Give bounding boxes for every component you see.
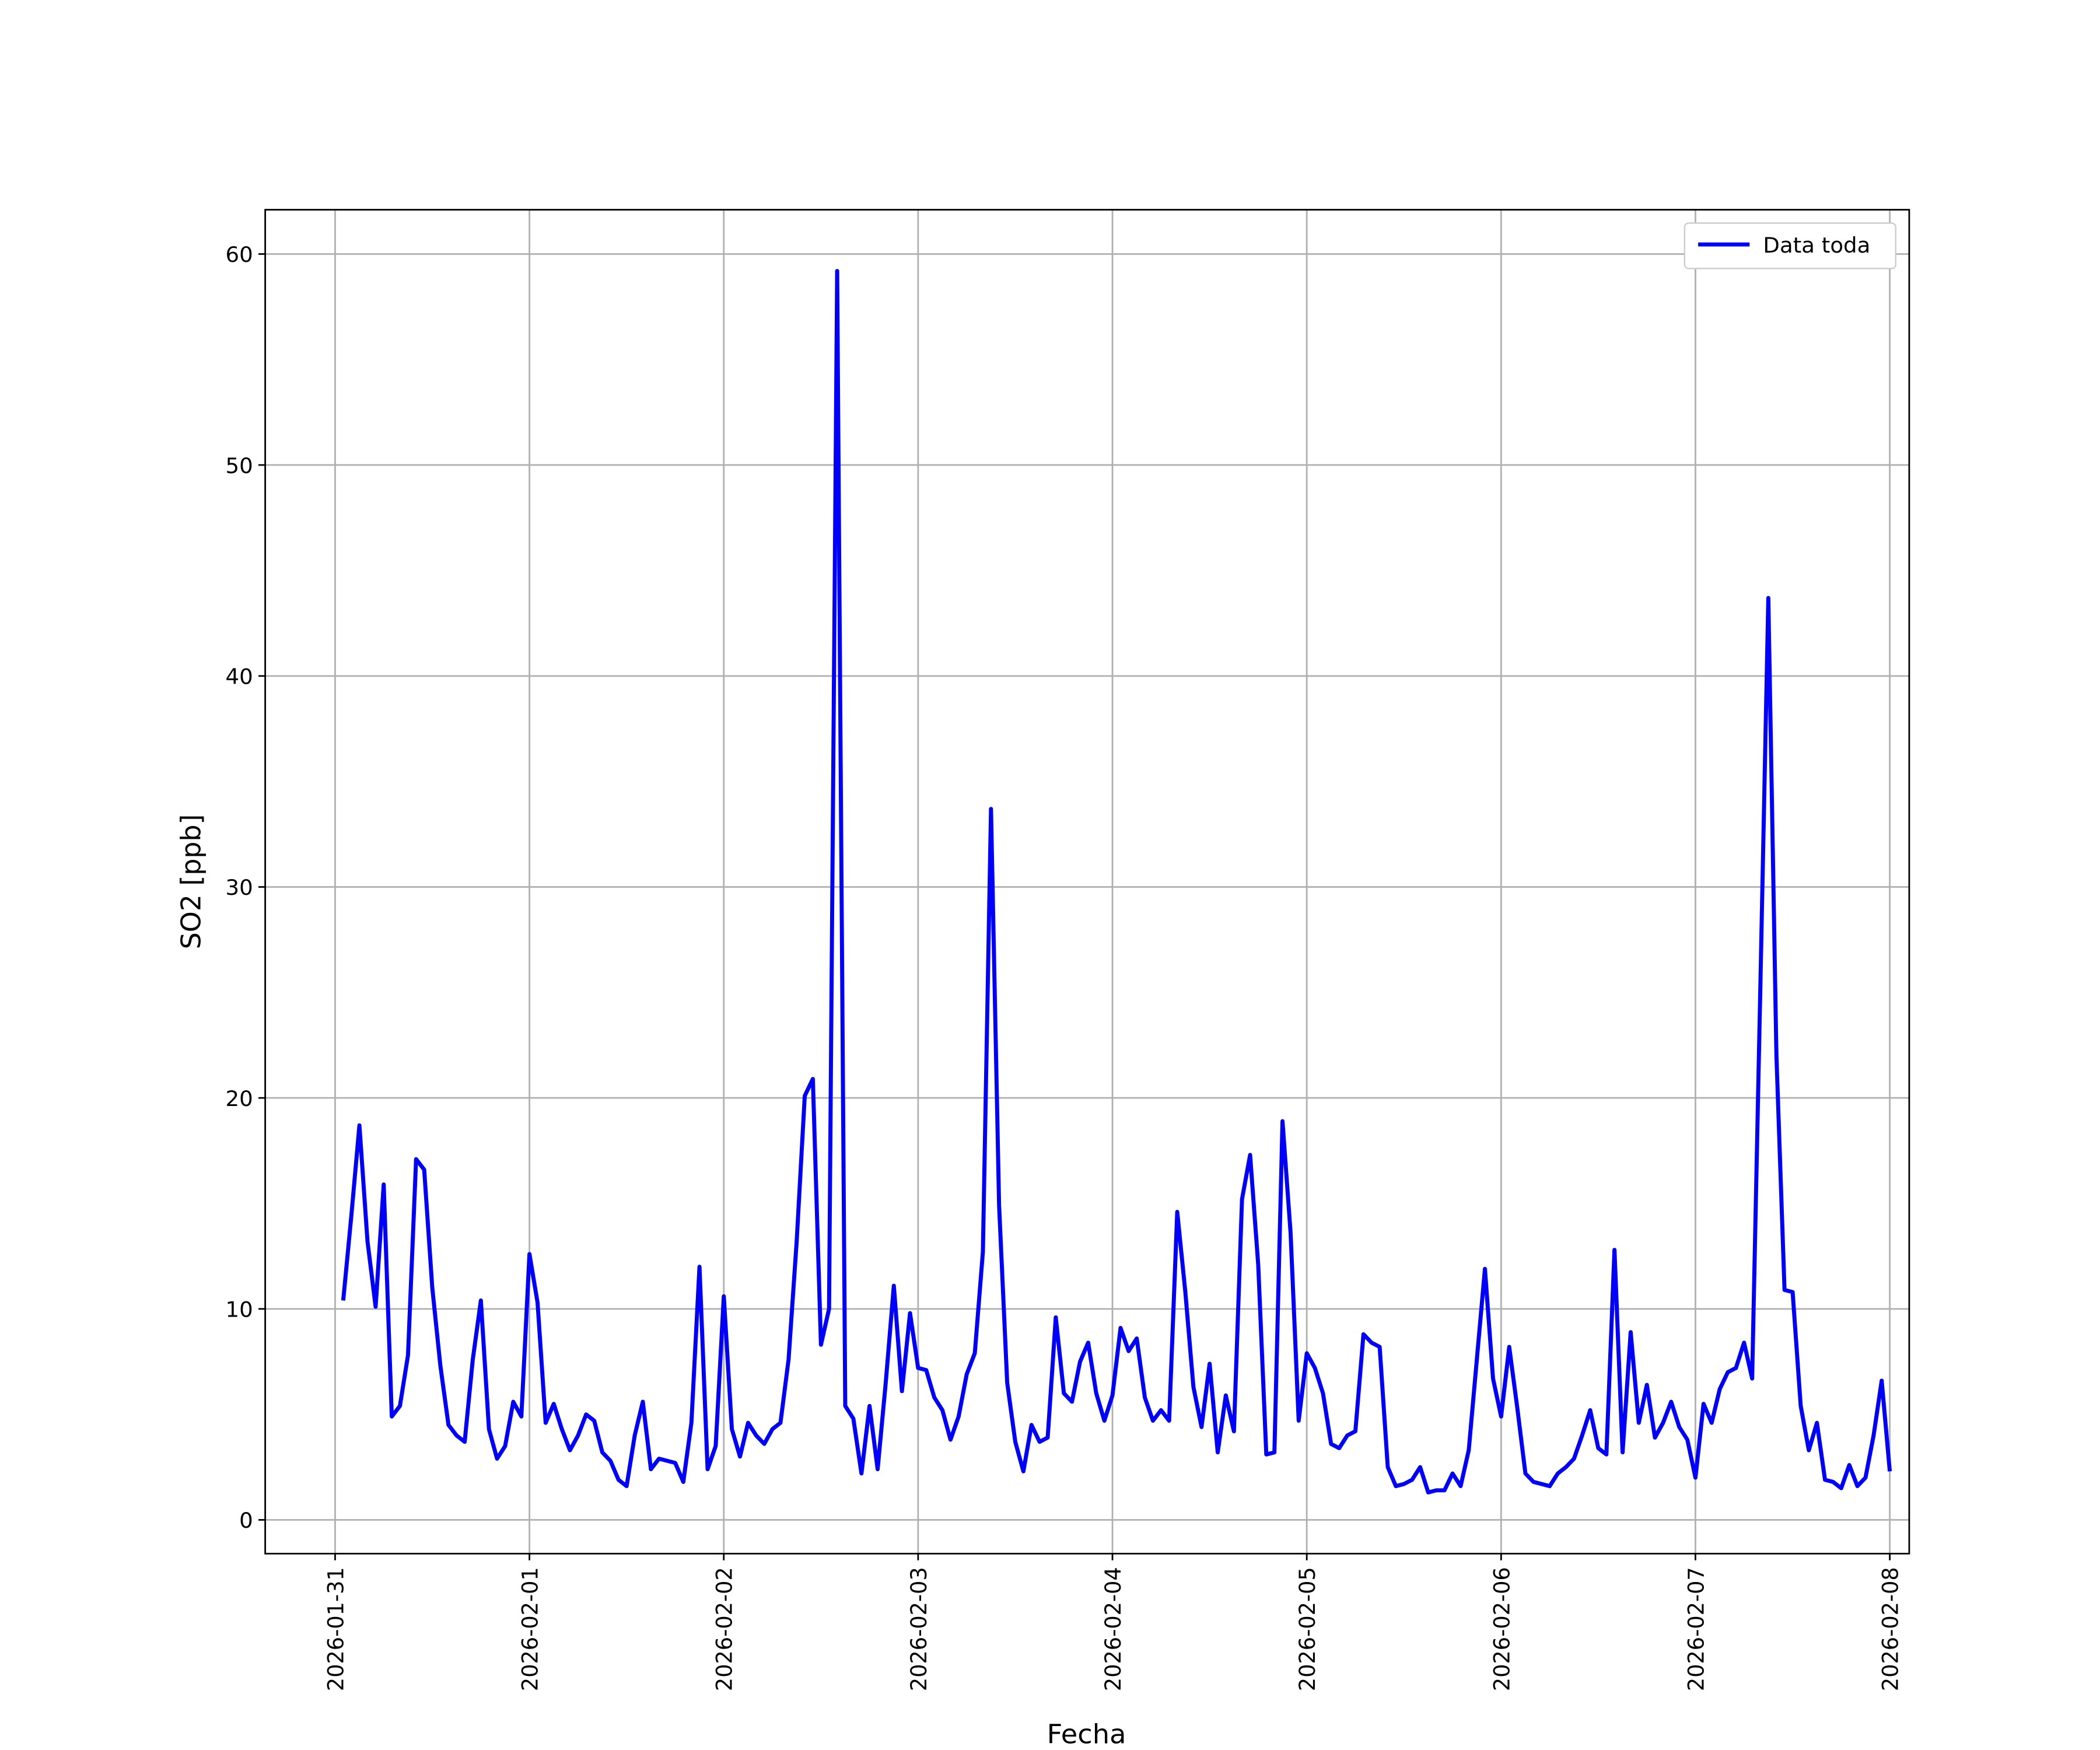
legend-frame [1684, 222, 1896, 270]
data-line [341, 268, 1892, 1494]
legend: Data toda [1684, 222, 1896, 270]
x-tick-label: 2026-01-31 [323, 1567, 348, 1691]
x-axis-label: Fecha [1047, 1718, 1126, 1750]
x-tick-label: 2026-02-01 [517, 1567, 542, 1691]
x-tick-label: 2026-02-06 [1489, 1567, 1514, 1691]
y-tick-label: 20 [226, 1086, 253, 1111]
y-tick-label: 0 [239, 1508, 253, 1533]
y-tick-label: 60 [226, 242, 253, 267]
y-tick-label: 50 [226, 453, 253, 478]
y-tick-label: 40 [226, 664, 253, 690]
x-tick-label: 2026-02-08 [1878, 1567, 1903, 1691]
plot-frame [264, 209, 1910, 1555]
x-tick-label: 2026-02-03 [907, 1567, 932, 1691]
x-tick-label: 2026-02-02 [712, 1567, 737, 1691]
x-tick-label: 2026-02-07 [1684, 1567, 1709, 1691]
legend-label: Data toda [1763, 233, 1870, 258]
y-tick-label: 30 [226, 875, 253, 900]
x-tick-label: 2026-02-05 [1295, 1567, 1320, 1691]
y-axis-label: SO2 [ppb] [175, 814, 206, 950]
x-tick-label: 2026-02-04 [1101, 1567, 1126, 1691]
y-tick-label: 10 [226, 1297, 253, 1322]
